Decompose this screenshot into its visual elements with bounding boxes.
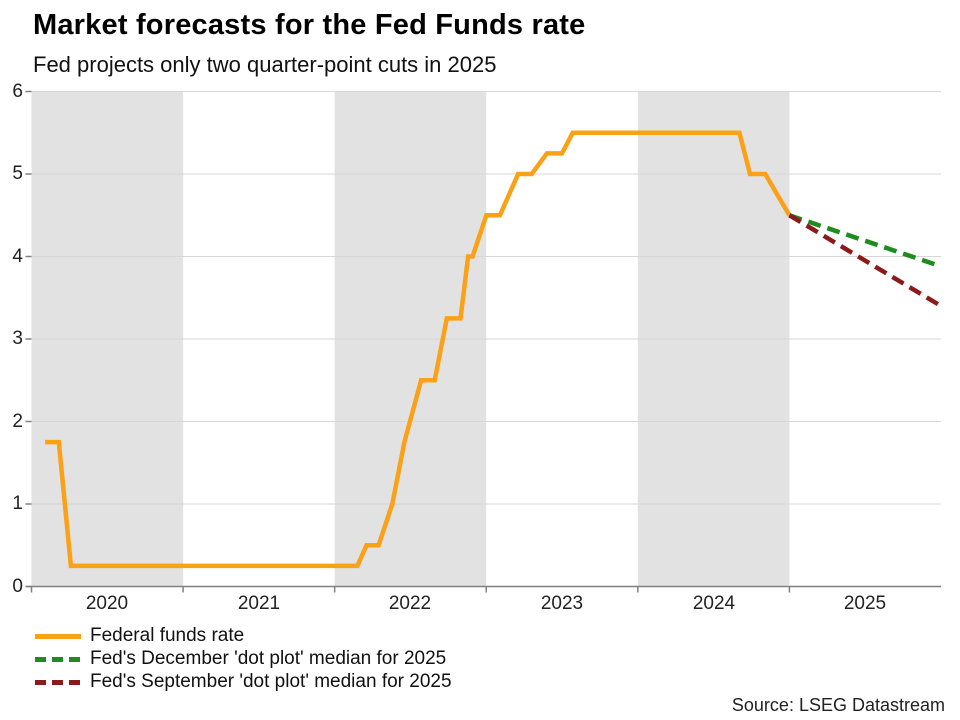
chart-legend: Federal funds rate Fed's December 'dot p… [35, 626, 452, 692]
chart-title: Market forecasts for the Fed Funds rate [33, 9, 586, 41]
legend-swatch-september-dot-plot [35, 679, 81, 685]
legend-item: Federal funds rate [35, 626, 452, 646]
x-axis-tick-label: 2020 [85, 593, 129, 614]
y-axis-tick-label: 1 [12, 493, 23, 514]
december-dot-plot-line [788, 213, 938, 267]
legend-item-label: Federal funds rate [90, 625, 245, 646]
legend-item-label: Fed's September 'dot plot' median for 20… [90, 671, 452, 692]
legend-swatch-federal-funds-rate [35, 633, 81, 639]
fed-funds-line [45, 130, 792, 569]
x-axis-tick-label: 2025 [843, 593, 887, 614]
legend-item: Fed's September 'dot plot' median for 20… [35, 672, 452, 692]
legend-swatch-december-dot-plot [35, 656, 81, 662]
chart-subtitle: Fed projects only two quarter-point cuts… [33, 52, 497, 77]
x-axis-tick-label: 2022 [388, 593, 432, 614]
x-axis-tick-label: 2023 [540, 593, 584, 614]
y-axis-tick-label: 6 [12, 80, 23, 102]
x-axis-tick-label: 2024 [692, 593, 736, 614]
legend-item: Fed's December 'dot plot' median for 202… [35, 649, 452, 669]
y-axis-tick-label: 0 [12, 575, 23, 597]
y-axis-tick-label: 3 [12, 328, 23, 349]
source-attribution: Source: LSEG Datastream [731, 695, 945, 715]
y-axis-tick-label: 5 [12, 163, 23, 184]
september-dot-plot-line [788, 213, 943, 308]
legend-item-label: Fed's December 'dot plot' median for 202… [90, 648, 447, 669]
y-axis-tick-label: 4 [12, 245, 23, 267]
x-axis-tick-label: 2021 [237, 593, 281, 614]
y-axis-tick-label: 2 [12, 410, 23, 432]
